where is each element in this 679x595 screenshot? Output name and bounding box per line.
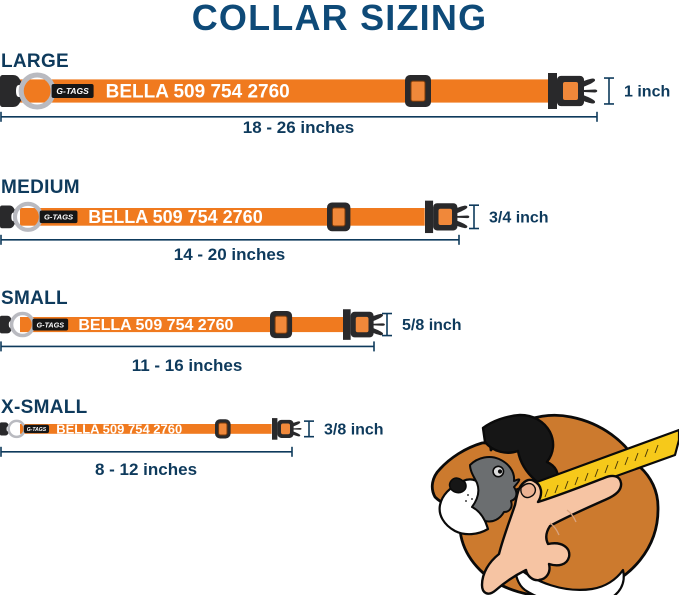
svg-text:3/8 inch: 3/8 inch xyxy=(324,421,384,438)
svg-text:BELLA 509 754 2760: BELLA 509 754 2760 xyxy=(106,81,290,102)
svg-text:18 - 26 inches: 18 - 26 inches xyxy=(243,118,355,137)
svg-text:BELLA 509 754 2760: BELLA 509 754 2760 xyxy=(78,317,233,334)
svg-text:5/8 inch: 5/8 inch xyxy=(402,317,462,334)
svg-text:11 - 16 inches: 11 - 16 inches xyxy=(132,356,243,375)
svg-text:8 - 12 inches: 8 - 12 inches xyxy=(95,460,197,479)
svg-text:BELLA 509 754 2760: BELLA 509 754 2760 xyxy=(88,207,262,227)
svg-text:G-TAGS: G-TAGS xyxy=(44,213,74,222)
svg-text:14 - 20 inches: 14 - 20 inches xyxy=(174,245,286,264)
svg-text:3/4 inch: 3/4 inch xyxy=(489,210,549,227)
svg-text:BELLA 509 754 2760: BELLA 509 754 2760 xyxy=(56,421,182,436)
svg-text:1 inch: 1 inch xyxy=(624,83,670,100)
svg-text:G-TAGS: G-TAGS xyxy=(56,86,89,96)
svg-text:G-TAGS: G-TAGS xyxy=(37,320,65,329)
svg-text:G-TAGS: G-TAGS xyxy=(27,427,47,433)
